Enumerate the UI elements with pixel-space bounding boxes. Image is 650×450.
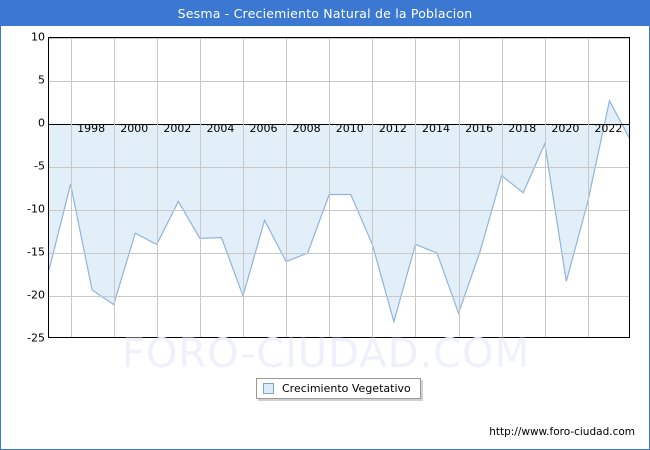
- y-axis-tick-label: -15: [27, 245, 45, 259]
- x-axis-tick-label: 2018: [508, 122, 537, 135]
- x-axis-tick-label: 2016: [465, 122, 494, 135]
- plot-area: [48, 37, 630, 338]
- gridline-vertical: [199, 38, 201, 337]
- series-line-chart: [49, 99, 629, 325]
- y-axis-tick-label: 10: [31, 30, 45, 44]
- gridline-vertical: [286, 38, 288, 337]
- gridline-vertical: [70, 38, 72, 337]
- gridline-vertical: [156, 38, 158, 337]
- x-axis-tick-label: 2010: [335, 122, 364, 135]
- gridline-vertical: [243, 38, 244, 337]
- y-axis-labels: 10 5 0 -5 -10 -15 -20 -25: [1, 31, 650, 345]
- x-axis-tick-label: 1998: [77, 122, 106, 135]
- x-axis-tick-label: 2002: [163, 122, 192, 135]
- x-axis-tick-label: 2006: [249, 122, 278, 135]
- gridline-horizontal: [49, 167, 629, 168]
- gridline-vertical: [415, 38, 417, 337]
- chart-legend[interactable]: Crecimiento Vegetativo: [256, 378, 421, 399]
- footer-source-url: http://www.foro-ciudad.com: [489, 426, 635, 438]
- page-title: Sesma - Creciemiento Natural de la Pobla…: [177, 6, 473, 21]
- y-axis-tick-label: 0: [38, 116, 45, 130]
- gridline-horizontal: [49, 296, 629, 297]
- gridline-vertical: [329, 38, 331, 337]
- y-axis-tick-label: -20: [27, 288, 45, 302]
- x-axis-tick-label: 2008: [292, 122, 321, 135]
- gridline-vertical: [587, 38, 589, 337]
- y-axis-tick-label: -5: [34, 159, 45, 173]
- gridline-vertical: [501, 38, 503, 337]
- gridline-vertical: [372, 38, 374, 337]
- x-axis-tick-label: 2012: [378, 122, 407, 135]
- chart-title-bar: Sesma - Creciemiento Natural de la Pobla…: [1, 1, 649, 26]
- x-axis-tick-label: 2014: [422, 122, 450, 135]
- legend-label: Crecimiento Vegetativo: [282, 382, 411, 395]
- x-axis-tick-label: 2000: [120, 122, 149, 135]
- gridline-horizontal: [49, 81, 629, 82]
- y-axis-tick-label: 5: [38, 73, 45, 87]
- x-axis-labels: 1998 2000 2002 2004 2006 2008 2010 2012 2014 2016…: [48, 122, 630, 140]
- gridline-horizontal: [49, 253, 629, 254]
- legend-swatch-icon: [263, 383, 274, 394]
- gridline-vertical: [458, 38, 460, 337]
- gridline-horizontal: [49, 38, 629, 39]
- plot-frame: [48, 37, 630, 338]
- series-line: [49, 99, 629, 325]
- gridline-vertical: [544, 38, 546, 337]
- gridline-horizontal: [49, 210, 629, 211]
- series-area-fill: [49, 100, 629, 322]
- x-axis-tick-label: 2022: [594, 122, 623, 135]
- zero-axis-line: [49, 124, 629, 126]
- y-axis-tick-label: -10: [27, 202, 45, 216]
- x-axis-tick-label: 2004: [206, 122, 235, 135]
- gridline-vertical: [113, 38, 115, 337]
- y-axis-tick-label: -25: [27, 331, 45, 345]
- x-axis-tick-label: 2020: [551, 122, 580, 135]
